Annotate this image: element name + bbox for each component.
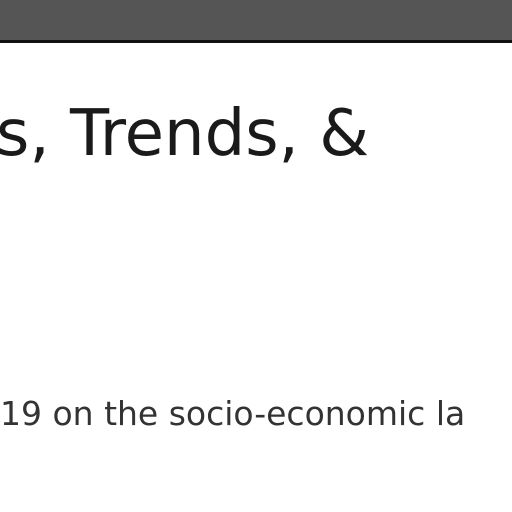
top-bar-divider — [0, 40, 512, 43]
top-bar — [0, 0, 512, 40]
article-body-text: 19 on the socio-economic la — [0, 394, 466, 433]
article-headline: s, Trends, & — [0, 97, 370, 171]
